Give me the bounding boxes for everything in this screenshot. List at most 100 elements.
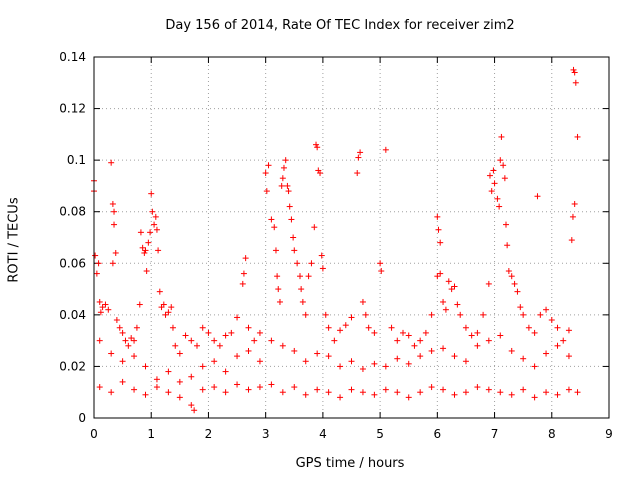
data-point: [371, 391, 378, 398]
data-point: [182, 332, 189, 339]
data-point: [437, 270, 444, 277]
data-point: [508, 273, 515, 280]
data-point: [145, 239, 152, 246]
x-tick-label: 6: [434, 427, 442, 441]
data-point: [148, 190, 155, 197]
data-point: [153, 226, 160, 233]
data-point: [141, 249, 148, 256]
data-point: [554, 391, 561, 398]
data-point: [440, 298, 447, 305]
data-point: [371, 360, 378, 367]
data-point: [434, 213, 441, 220]
data-point: [534, 193, 541, 200]
grid-layer: [94, 57, 609, 418]
data-point: [454, 301, 461, 308]
data-point: [498, 133, 505, 140]
y-tick-label: 0.12: [59, 102, 86, 116]
data-point: [428, 347, 435, 354]
data-point: [142, 391, 149, 398]
y-tick-label: 0: [78, 411, 86, 425]
data-point: [113, 317, 120, 324]
data-point: [116, 324, 123, 331]
data-point: [284, 182, 291, 189]
data-point: [239, 280, 246, 287]
data-point: [256, 329, 263, 336]
data-point: [99, 304, 106, 311]
data-point: [272, 247, 279, 254]
data-point: [160, 301, 167, 308]
data-point: [435, 226, 442, 233]
data-point: [176, 350, 183, 357]
y-tick-label: 0.06: [59, 256, 86, 270]
data-point: [165, 368, 172, 375]
data-point: [560, 337, 567, 344]
x-tick-label: 1: [147, 427, 155, 441]
data-point: [211, 337, 218, 344]
data-point: [245, 347, 252, 354]
data-point: [95, 260, 102, 267]
data-point: [490, 167, 497, 174]
tick-layer: 0 1 2 3 4 5 6 7 8 9 0 0.02 0.04 0.06 0.08 0.1 0.12 0.14: [59, 50, 613, 441]
data-point: [294, 260, 301, 267]
data-point: [176, 378, 183, 385]
y-tick-label: 0.14: [59, 50, 86, 64]
data-point: [382, 386, 389, 393]
data-point: [565, 327, 572, 334]
data-point: [191, 407, 198, 414]
data-point: [520, 311, 527, 318]
data-point: [468, 332, 475, 339]
data-point: [359, 366, 366, 373]
data-point: [378, 268, 385, 275]
data-point: [119, 378, 126, 385]
data-point: [234, 314, 241, 321]
data-point: [216, 342, 223, 349]
data-point: [131, 337, 138, 344]
data-point: [222, 389, 229, 396]
data-point: [188, 337, 195, 344]
data-point: [245, 324, 252, 331]
data-point: [317, 170, 324, 177]
data-point: [382, 146, 389, 153]
data-point: [428, 384, 435, 391]
data-point: [348, 386, 355, 393]
x-tick-label: 8: [548, 427, 556, 441]
data-point: [462, 358, 469, 365]
data-point: [194, 342, 200, 349]
data-point: [485, 337, 492, 344]
data-point: [172, 342, 179, 349]
data-point: [514, 288, 521, 295]
data-point: [275, 286, 282, 293]
data-point: [108, 389, 115, 396]
data-point: [511, 280, 518, 287]
data-point: [263, 188, 270, 195]
data-point: [308, 260, 315, 267]
data-point: [337, 327, 344, 334]
data-point: [199, 363, 206, 370]
data-point: [486, 172, 493, 179]
data-point: [501, 175, 508, 182]
data-point: [531, 363, 538, 370]
data-point: [417, 389, 424, 396]
data-point: [422, 329, 429, 336]
data-point: [497, 157, 504, 164]
data-point: [497, 332, 504, 339]
data-point: [125, 342, 132, 349]
data-point: [279, 175, 286, 182]
data-point: [325, 353, 332, 360]
data-point: [574, 133, 581, 140]
data-point: [297, 273, 303, 280]
data-point: [188, 373, 195, 380]
data-point: [348, 358, 355, 365]
data-point: [569, 213, 576, 220]
data-point: [571, 200, 578, 207]
data-point: [109, 260, 116, 267]
data-point: [211, 358, 218, 365]
data-point: [142, 247, 149, 254]
data-point: [437, 239, 444, 246]
data-point: [382, 363, 389, 370]
x-tick-label: 3: [262, 427, 270, 441]
data-point: [153, 376, 160, 383]
data-point: [152, 213, 159, 220]
data-point: [108, 159, 115, 166]
